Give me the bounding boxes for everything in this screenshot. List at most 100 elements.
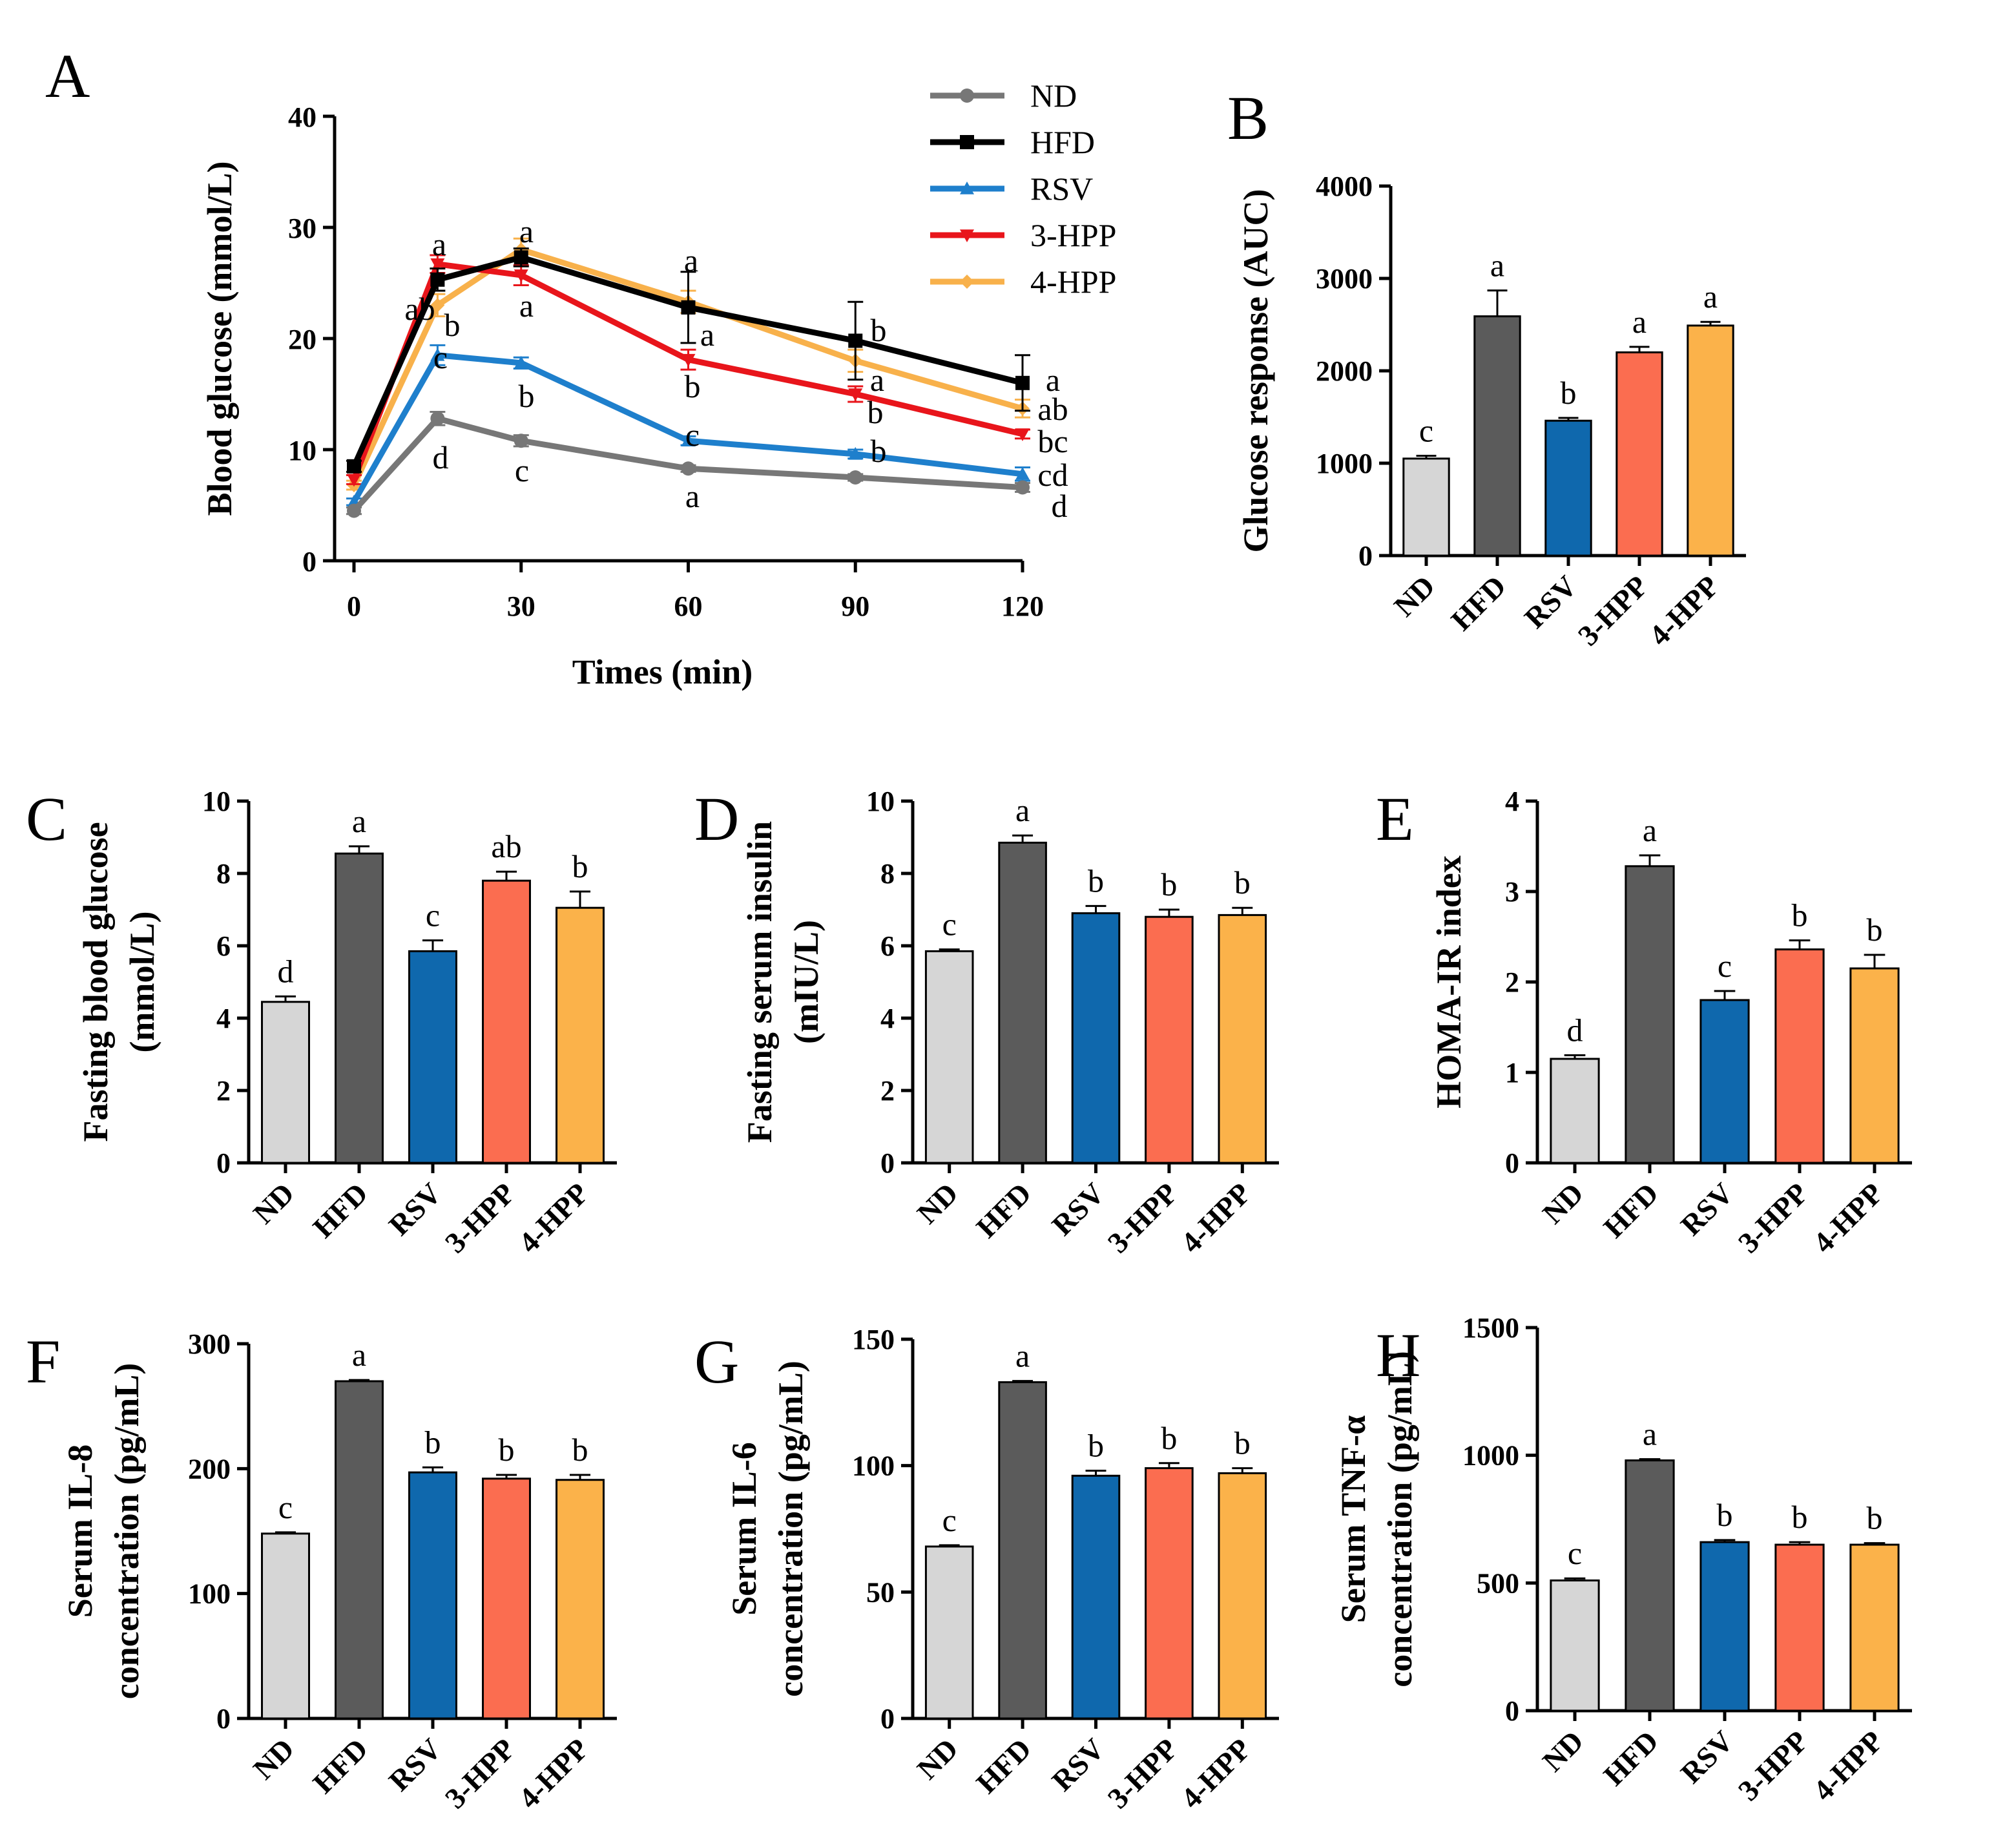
significance-letter: a <box>519 213 534 249</box>
y-tick-label: 3000 <box>1316 263 1373 295</box>
category-label: 4-HPP <box>512 1732 595 1815</box>
marker <box>848 333 863 348</box>
panel-label: B <box>1227 83 1269 152</box>
y-tick-label: 2000 <box>1316 355 1373 387</box>
marker <box>1015 375 1030 390</box>
significance-letter: b <box>1561 375 1577 411</box>
bar-ND <box>1550 1579 1600 1712</box>
y-tick-label: 6 <box>880 930 895 962</box>
significance-letter: a <box>700 317 714 353</box>
marker <box>960 89 974 103</box>
significance-letter: b <box>1717 1497 1733 1533</box>
marker <box>514 355 528 369</box>
bar-ND <box>261 1532 310 1720</box>
significance-letter: c <box>1419 413 1433 449</box>
y-tick-label: 0 <box>1505 1147 1519 1179</box>
y-tick-label: 10 <box>866 786 895 817</box>
bar-HFD <box>335 852 384 1164</box>
marker <box>681 461 696 476</box>
panel-label: D <box>694 784 739 853</box>
category-label: ND <box>911 1176 964 1230</box>
panel-G-ylabel-line: Serum IL-6 <box>725 1442 764 1616</box>
significance-letter: a <box>352 1337 366 1373</box>
significance-letter: a <box>1490 247 1504 284</box>
significance-letter: d <box>278 953 294 989</box>
y-tick-label: 10 <box>202 786 231 817</box>
x-tick-label: 0 <box>347 590 361 622</box>
significance-letter: a <box>432 226 446 262</box>
panel-H-ylabel-line: concentration (pg/mL) <box>1380 1351 1419 1687</box>
bar-ND <box>1550 1058 1600 1164</box>
y-tick-label: 500 <box>1477 1567 1519 1599</box>
category-label: ND <box>247 1176 300 1230</box>
x-tick-label: 90 <box>841 590 869 622</box>
y-tick-label: 30 <box>288 213 317 244</box>
bar-HFD <box>1625 1459 1675 1712</box>
panel-G-ylabel-line: concentration (pg/mL) <box>771 1361 810 1696</box>
significance-letter: a <box>519 287 534 324</box>
y-tick-label: 100 <box>188 1578 231 1610</box>
category-label: HFD <box>306 1176 374 1244</box>
y-tick-label: 0 <box>216 1147 231 1179</box>
bar-4-HPP <box>1218 913 1267 1164</box>
bar-HFD <box>1473 315 1521 557</box>
y-tick-label: 8 <box>880 858 895 890</box>
bar-HFD <box>335 1380 384 1720</box>
category-label: 4-HPP <box>1643 569 1725 652</box>
bar-RSV <box>1699 1541 1750 1712</box>
significance-letter: a <box>352 803 366 839</box>
bar-ND <box>1402 457 1450 557</box>
significance-letter: c <box>426 897 440 934</box>
marker <box>681 300 696 315</box>
marker <box>1015 480 1030 495</box>
significance-letter: a <box>1015 792 1030 828</box>
y-tick-label: 150 <box>852 1324 895 1355</box>
panel-E: E 0 1 2 3 4 HOMA-IR index d ND a HFD c RSV b 3-HPP b 4-H… <box>1376 784 1912 1259</box>
series-line <box>351 260 1024 481</box>
significance-letter: b <box>444 307 461 343</box>
bar-4-HPP <box>556 1479 605 1720</box>
significance-letter: b <box>1867 912 1883 948</box>
significance-letter: c <box>433 339 448 375</box>
category-label: 4-HPP <box>1807 1176 1889 1259</box>
significance-letter: b <box>572 1432 588 1468</box>
significance-letter: b <box>1161 1420 1177 1456</box>
series-line <box>351 254 1024 468</box>
y-tick-label: 300 <box>188 1328 231 1360</box>
y-tick-label: 6 <box>216 930 231 962</box>
y-tick-label: 4 <box>216 1003 231 1034</box>
y-tick-label: 200 <box>188 1453 231 1485</box>
marker <box>960 182 974 194</box>
marker <box>347 459 361 474</box>
category-label: HFD <box>1597 1176 1665 1244</box>
marker <box>960 275 974 289</box>
category-label: ND <box>911 1732 964 1786</box>
x-tick-label: 60 <box>674 590 703 622</box>
significance-letter: c <box>1718 948 1732 984</box>
panel-D-ylabel-line: (mIU/L) <box>787 920 826 1044</box>
marker <box>347 503 361 518</box>
x-tick-label: 120 <box>1001 590 1044 622</box>
panel-H: H 0 500 1000 1500 Serum TNF-α concentration (p… <box>1334 1312 1912 1807</box>
panel-B: B 0 1000 2000 3000 4000 Glucose response (AUC)… <box>1227 83 1746 652</box>
y-tick-label: 4000 <box>1316 171 1373 202</box>
panel-D: D 0 2 4 6 8 10 Fasting serum insulin (mIU/L) c ND a… <box>694 784 1279 1259</box>
y-tick-label: 2 <box>1505 966 1519 998</box>
panel-label: G <box>694 1327 739 1396</box>
y-tick-label: 2 <box>880 1075 895 1107</box>
significance-letter: b <box>519 378 535 414</box>
significance-letter: ab <box>1037 391 1068 427</box>
marker <box>430 298 445 313</box>
significance-letter: ab <box>404 291 435 327</box>
bar-3-HPP <box>1774 1543 1825 1712</box>
significance-letter: b <box>499 1432 515 1468</box>
significance-letter: b <box>868 394 884 430</box>
significance-letter: a <box>1643 812 1657 848</box>
bar-ND <box>261 1001 310 1164</box>
significance-letter: b <box>1792 897 1808 934</box>
marker <box>848 470 863 485</box>
significance-letter: b <box>1867 1500 1883 1536</box>
y-tick-label: 50 <box>866 1576 895 1608</box>
y-tick-label: 20 <box>288 324 317 355</box>
